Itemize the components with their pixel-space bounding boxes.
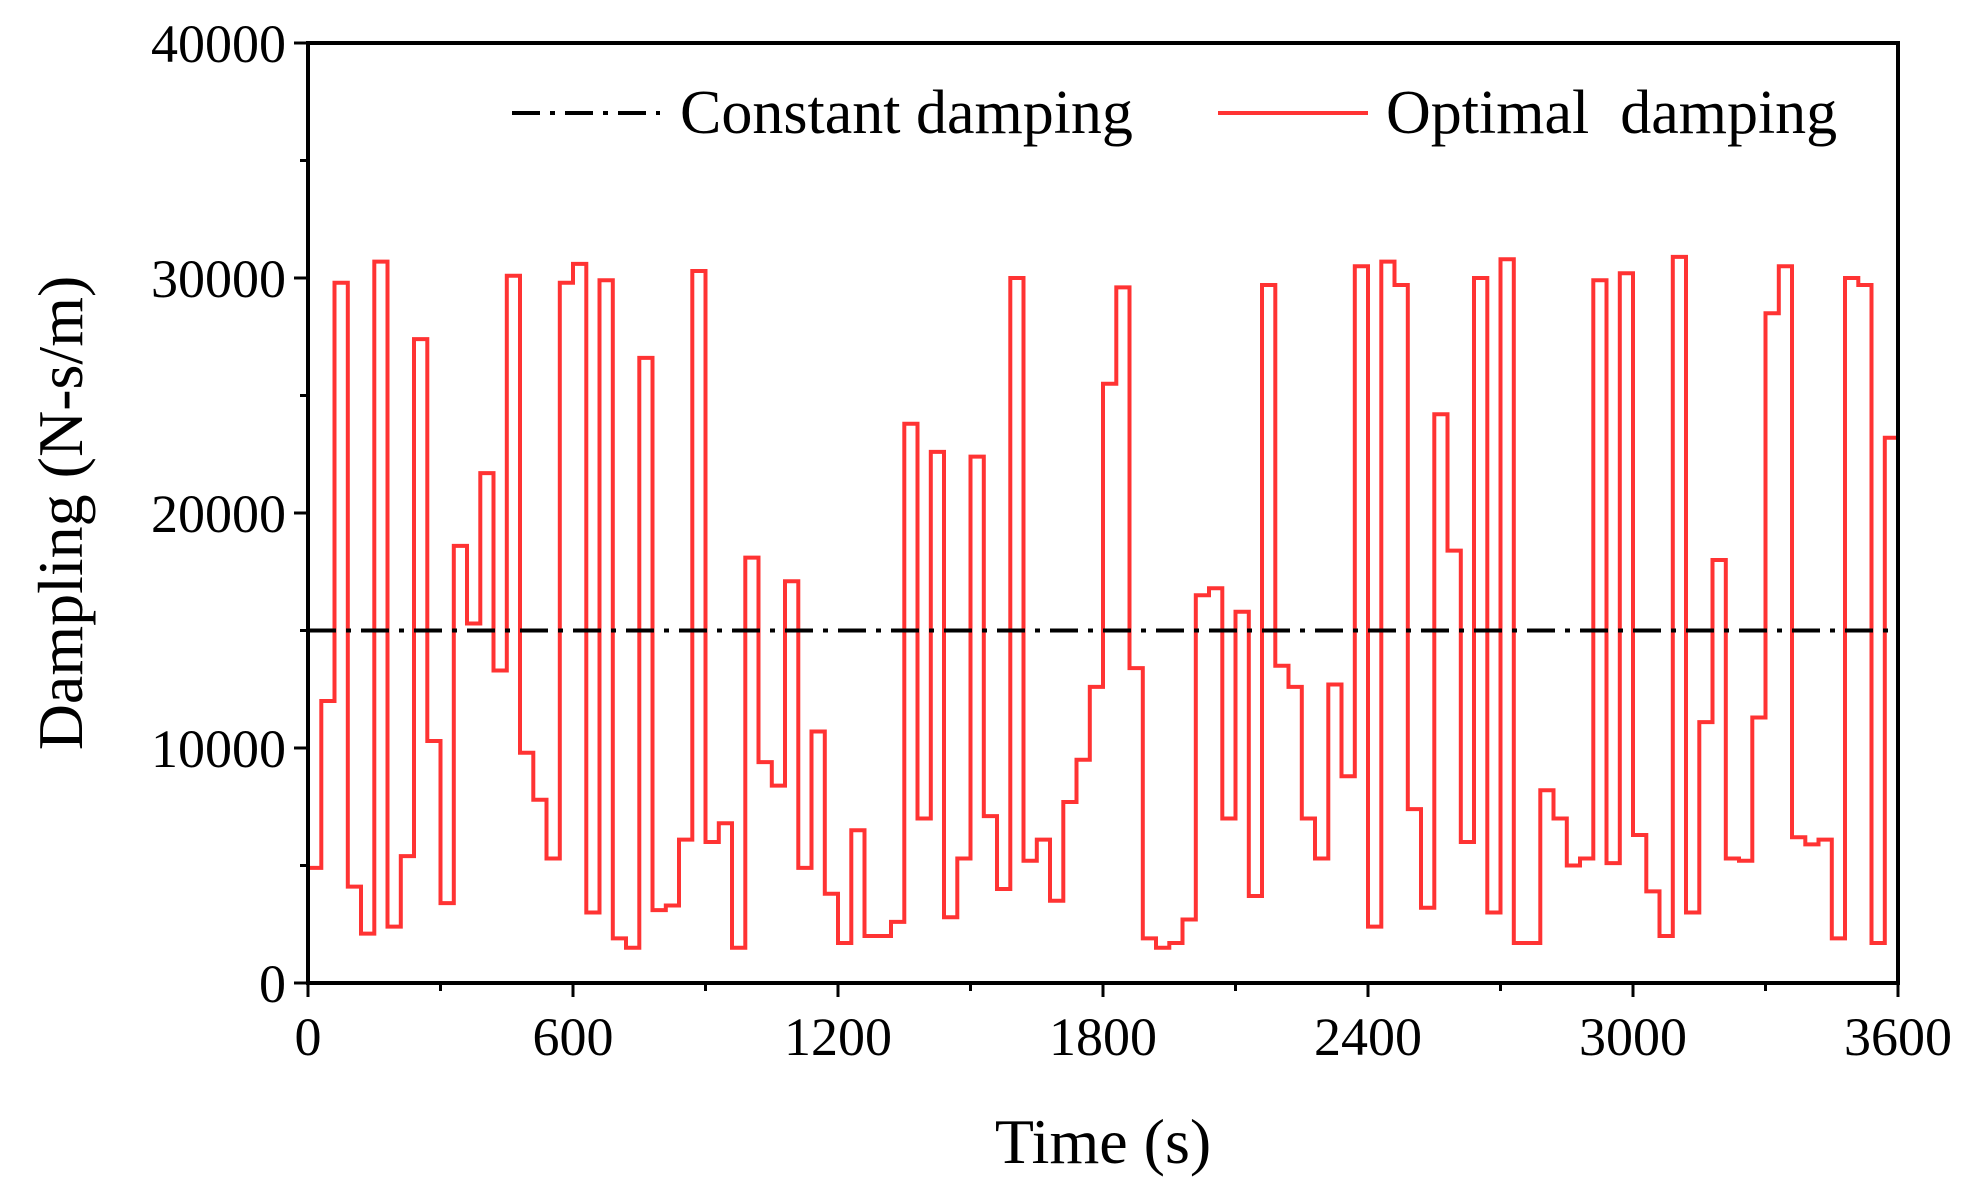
y-tick-label: 40000 bbox=[151, 14, 286, 74]
x-tick-label: 1200 bbox=[784, 1007, 892, 1067]
y-tick-label: 0 bbox=[259, 954, 286, 1014]
legend-label-constant: Constant damping bbox=[680, 79, 1133, 147]
y-tick-label: 20000 bbox=[151, 484, 286, 544]
y-axis-title: Dampling (N-s/m) bbox=[25, 276, 96, 751]
y-tick-label: 10000 bbox=[151, 719, 286, 779]
x-axis-title: Time (s) bbox=[995, 1106, 1211, 1177]
series-optimal-damping bbox=[308, 254, 1898, 950]
x-tick-label: 1800 bbox=[1049, 1007, 1157, 1067]
legend: Constant damping Optimal damping bbox=[512, 79, 1837, 147]
data-layer bbox=[308, 254, 1898, 950]
x-tick-label: 3600 bbox=[1844, 1007, 1952, 1067]
x-tick-label: 3000 bbox=[1579, 1007, 1687, 1067]
x-tick-label: 2400 bbox=[1314, 1007, 1422, 1067]
x-tick-label: 0 bbox=[295, 1007, 322, 1067]
legend-label-optimal: Optimal damping bbox=[1386, 79, 1837, 147]
x-tick-label: 600 bbox=[533, 1007, 614, 1067]
ticks-layer: 0 600 1200 1800 2400 3000 3600 0 10000 20000 30000… bbox=[151, 14, 1952, 1067]
y-tick-label: 30000 bbox=[151, 249, 286, 309]
